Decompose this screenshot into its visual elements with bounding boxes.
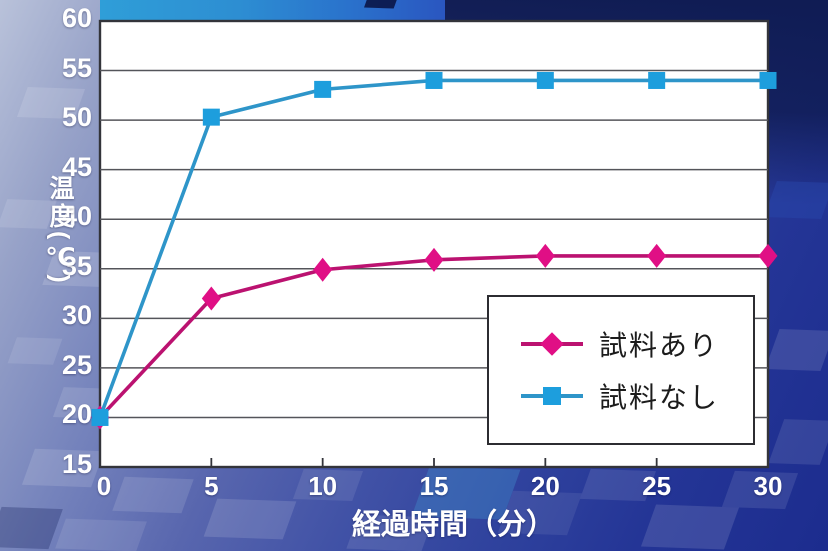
legend-entry-without-sample: 試料なし xyxy=(521,378,753,414)
diamond-marker-icon xyxy=(540,332,564,356)
legend-label-with-sample: 試料あり xyxy=(599,330,720,361)
with-sample-swatch xyxy=(521,326,583,362)
without-sample-swatch xyxy=(521,378,583,414)
legend-label-without-sample: 試料なし xyxy=(599,382,720,413)
legend-entry-with-sample: 試料あり xyxy=(521,326,753,362)
square-marker-icon xyxy=(543,387,561,405)
legend: 試料あり 試料なし xyxy=(487,295,755,445)
x-axis-title: 経過時間（分） xyxy=(352,509,556,541)
y-axis-title: 温度(℃) xyxy=(46,175,74,286)
